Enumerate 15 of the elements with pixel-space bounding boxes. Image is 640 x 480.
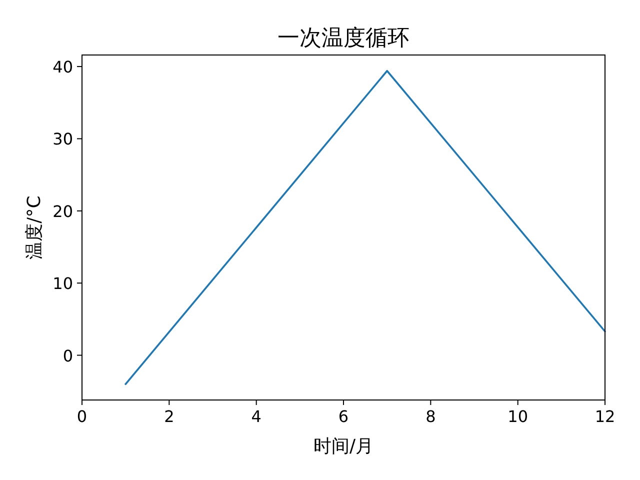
y-tick-label: 20: [52, 202, 73, 221]
y-axis-title: 温度/°C: [24, 196, 45, 260]
x-tick-label: 2: [164, 407, 174, 426]
x-tick-label: 0: [76, 407, 88, 426]
x-tick-label: 6: [338, 407, 349, 426]
x-tick-label: 8: [426, 407, 436, 426]
x-axis-title: 时间/月: [313, 436, 374, 457]
y-tick-label: 0: [62, 346, 73, 366]
chart-title: 一次温度循环: [278, 26, 410, 51]
y-tick-label: 10: [52, 274, 73, 294]
y-tick-label: 40: [52, 58, 73, 77]
y-tick-label: 30: [52, 130, 73, 149]
x-tick-label: 10: [508, 407, 528, 426]
x-tick-label: 12: [594, 407, 616, 426]
x-tick-label: 4: [251, 407, 262, 426]
